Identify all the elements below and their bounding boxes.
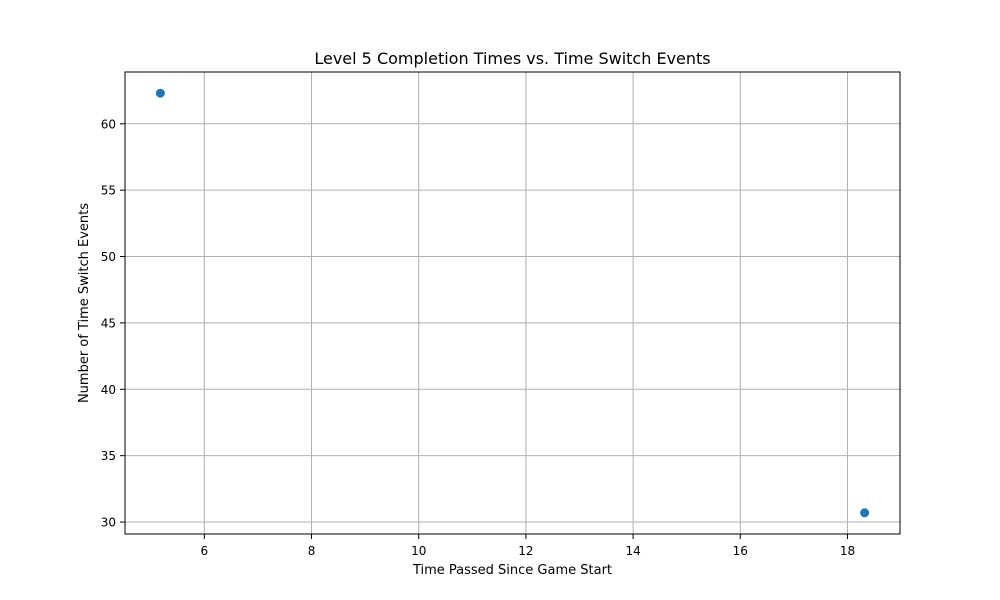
x-tick-label: 12: [518, 544, 533, 558]
y-tick-label: 35: [101, 449, 116, 463]
chart-title: Level 5 Completion Times vs. Time Switch…: [314, 49, 710, 68]
data-points: [155, 88, 870, 518]
y-tick-label: 30: [101, 516, 116, 530]
axes-frame: [124, 71, 901, 535]
x-tick-label: 8: [308, 544, 316, 558]
y-tick-label: 40: [101, 383, 116, 397]
x-axis-label: Time Passed Since Game Start: [412, 563, 612, 578]
x-tick-label: 18: [840, 544, 855, 558]
scatter-point: [155, 88, 165, 98]
y-tick-label: 55: [101, 184, 116, 198]
y-tick-label: 45: [101, 316, 116, 330]
axis-ticks: 6 8 10 12 14 16 18 30 35 40 45 50 55 60: [101, 117, 855, 558]
scatter-point: [860, 508, 870, 518]
y-tick-label: 50: [101, 250, 116, 264]
grid-lines: [125, 72, 900, 534]
y-axis-label: Number of Time Switch Events: [77, 203, 92, 403]
x-tick-label: 14: [625, 544, 640, 558]
x-tick-label: 10: [411, 544, 426, 558]
y-tick-label: 60: [101, 117, 116, 131]
x-tick-label: 16: [733, 544, 748, 558]
x-tick-label: 6: [201, 544, 209, 558]
